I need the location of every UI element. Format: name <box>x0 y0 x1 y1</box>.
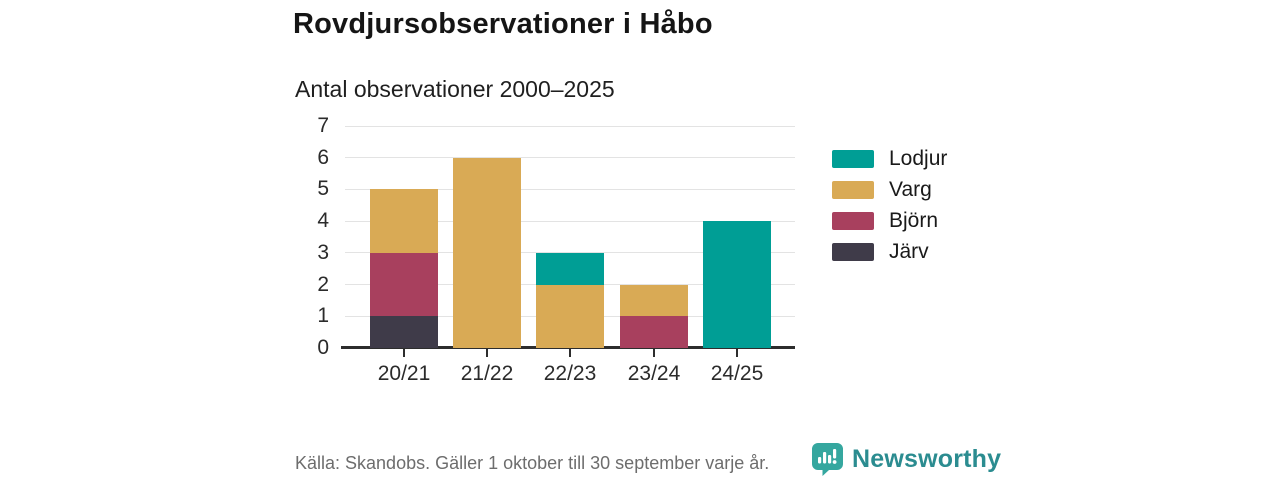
legend-swatch <box>832 211 874 230</box>
bar-segment-lodjur-22-23 <box>536 252 604 285</box>
y-tick-label: 4 <box>317 209 329 233</box>
y-tick-label: 3 <box>317 240 329 264</box>
bar-segment-varg-23-24 <box>620 284 688 317</box>
y-tick-label: 1 <box>317 304 329 328</box>
legend-label: Björn <box>889 208 939 232</box>
x-tick <box>569 348 571 357</box>
legend-swatch <box>832 180 874 199</box>
bar-segment-varg-20-21 <box>370 189 438 253</box>
plot-area: 20/21 21/22 22/23 23/24 24/25 <box>341 125 795 385</box>
legend-item-järv: Järv <box>832 236 947 267</box>
newsworthy-logo[interactable]: Newsworthy <box>812 443 1001 476</box>
x-tick <box>653 348 655 357</box>
gridline <box>345 188 795 190</box>
legend-swatch <box>832 242 874 261</box>
y-tick-label: 2 <box>317 272 329 296</box>
x-tick-label: 24/25 <box>710 362 764 385</box>
legend-item-varg: Varg <box>832 174 947 205</box>
logo-mini-bars <box>818 449 837 464</box>
x-tick <box>403 348 405 357</box>
legend-label: Varg <box>889 177 932 201</box>
newsworthy-bubble-chart-icon <box>812 443 843 476</box>
newsworthy-wordmark: Newsworthy <box>852 445 1002 473</box>
y-axis: 0 1 2 3 4 5 6 7 <box>290 114 337 359</box>
bar-segment-järv-20-21 <box>370 316 438 348</box>
y-tick-label: 7 <box>317 114 329 137</box>
logo-bubble <box>812 443 843 476</box>
bar-segment-varg-22-23 <box>536 284 604 348</box>
chart-subtitle: Antal observationer 2000–2025 <box>295 76 615 102</box>
y-tick-label: 5 <box>317 177 329 201</box>
gridline <box>345 157 795 159</box>
y-tick-label: 0 <box>317 336 329 359</box>
legend-item-björn: Björn <box>832 205 947 236</box>
gridline <box>345 220 795 222</box>
x-tick-label: 22/23 <box>543 362 597 385</box>
x-tick <box>736 348 738 357</box>
x-tick-label: 20/21 <box>377 362 431 385</box>
page-title: Rovdjursobservationer i Håbo <box>293 8 713 40</box>
x-tick-label: 21/22 <box>460 362 514 385</box>
source-note: Källa: Skandobs. Gäller 1 oktober till 3… <box>295 453 770 473</box>
x-tick-label: 23/24 <box>627 362 681 385</box>
legend-label: Järv <box>889 239 929 263</box>
legend-label: Lodjur <box>889 146 948 170</box>
bar-segment-björn-23-24 <box>620 316 688 348</box>
legend: Lodjur Varg Björn Järv <box>832 143 947 267</box>
legend-swatch <box>832 149 874 168</box>
gridline <box>345 125 795 127</box>
bar-segment-varg-21-22 <box>453 157 521 348</box>
gridline <box>345 252 795 254</box>
y-tick-label: 6 <box>317 145 329 169</box>
bar-segment-björn-20-21 <box>370 252 438 317</box>
bar-segment-lodjur-24-25 <box>703 221 771 348</box>
legend-item-lodjur: Lodjur <box>832 143 947 174</box>
x-tick <box>486 348 488 357</box>
